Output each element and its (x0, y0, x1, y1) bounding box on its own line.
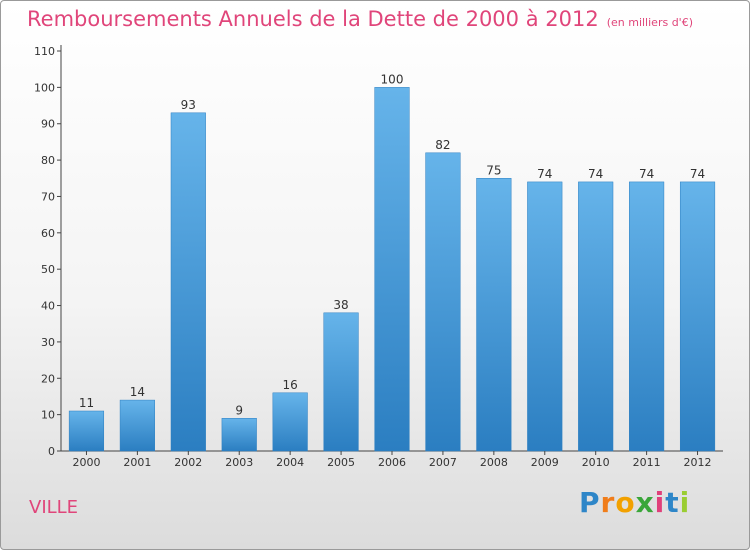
y-tick-label: 10 (41, 409, 55, 422)
x-tick-label: 2002 (174, 456, 202, 469)
bar (170, 112, 206, 452)
commune-label: VILLE (29, 497, 79, 518)
y-tick-label: 110 (34, 45, 55, 58)
bar-value-label: 74 (639, 167, 654, 181)
logo-letter: x (635, 486, 655, 519)
logo-letter: i (679, 486, 691, 519)
bar (425, 152, 461, 452)
logo-letter: t (665, 486, 680, 519)
bar-value-label: 9 (235, 403, 243, 417)
y-tick-label: 0 (48, 445, 55, 458)
x-tick-label: 2009 (531, 456, 559, 469)
bar-value-label: 74 (588, 167, 603, 181)
bar (578, 181, 614, 452)
bar (221, 418, 257, 452)
logo-letter: o (615, 486, 636, 519)
x-tick-label: 2010 (582, 456, 610, 469)
logo-letter: i (654, 486, 666, 519)
bar (272, 392, 308, 452)
x-tick-label: 2007 (429, 456, 457, 469)
chart-title-main: Remboursements Annuels de la Dette de 20… (27, 7, 599, 31)
y-tick-label: 20 (41, 372, 55, 385)
x-tick-label: 2006 (378, 456, 406, 469)
bar-value-label: 82 (435, 138, 450, 152)
bar-value-label: 16 (283, 378, 298, 392)
y-tick-label: 100 (34, 81, 55, 94)
y-tick-label: 60 (41, 227, 55, 240)
bar-value-label: 74 (690, 167, 705, 181)
x-tick-label: 2000 (72, 456, 100, 469)
y-tick-label: 40 (41, 300, 55, 313)
proxiti-logo: Proxiti (579, 486, 690, 519)
x-tick-label: 2011 (633, 456, 661, 469)
bar-value-label: 74 (537, 167, 552, 181)
bar-value-label: 75 (486, 163, 501, 177)
bar (679, 181, 716, 452)
bar (323, 312, 359, 452)
logo-letter: r (600, 486, 616, 519)
x-tick-label: 2001 (123, 456, 151, 469)
bar-value-label: 11 (79, 396, 94, 410)
logo-letter: P (579, 486, 601, 519)
bar (68, 410, 105, 452)
bar-value-label: 93 (181, 98, 196, 112)
x-tick-label: 2005 (327, 456, 355, 469)
x-tick-label: 2012 (684, 456, 712, 469)
bar (476, 178, 512, 452)
y-tick-label: 70 (41, 190, 55, 203)
x-tick-label: 2008 (480, 456, 508, 469)
y-tick-label: 90 (41, 118, 55, 131)
bar (629, 181, 665, 452)
bar (527, 181, 563, 452)
bar (374, 87, 410, 452)
chart-title: Remboursements Annuels de la Dette de 20… (27, 7, 693, 31)
y-tick-label: 50 (41, 263, 55, 276)
x-tick-label: 2004 (276, 456, 304, 469)
bar-value-label: 38 (333, 298, 348, 312)
y-tick-label: 80 (41, 154, 55, 167)
bar-value-label: 100 (381, 72, 404, 86)
x-tick-label: 2003 (225, 456, 253, 469)
y-tick-label: 30 (41, 336, 55, 349)
bar-value-label: 14 (130, 385, 145, 399)
chart-unit-note: (en milliers d'€) (606, 16, 693, 29)
bar (119, 399, 155, 452)
